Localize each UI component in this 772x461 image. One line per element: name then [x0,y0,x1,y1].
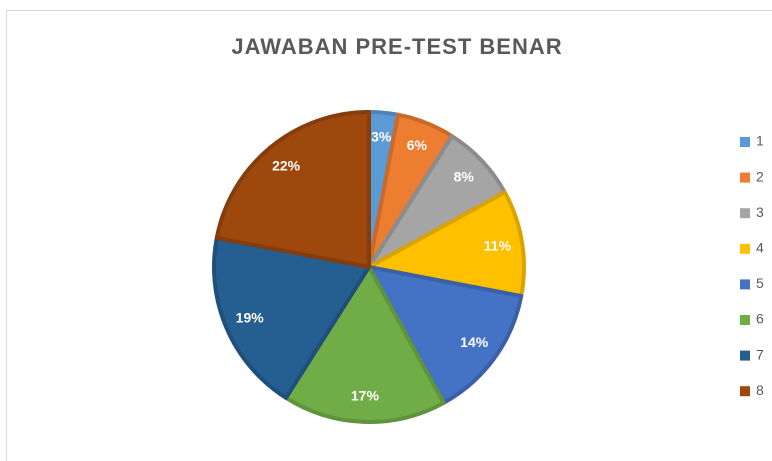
legend-label: 4 [756,240,764,256]
legend-swatch [740,172,750,183]
chart-title: JAWABAN PRE-TEST BENAR [231,34,562,59]
pie-slice [283,265,446,424]
legend-label: 1 [756,133,764,149]
data-label: 19% [236,309,265,325]
legend-swatch [740,350,750,361]
data-label: 22% [272,158,301,174]
legend-swatch [740,279,750,290]
data-label: 6% [407,137,428,153]
legend-label: 5 [756,275,764,291]
data-label: 8% [454,169,475,185]
legend-swatch [740,315,750,325]
pie-slice [212,235,371,400]
legend-swatch [740,208,750,219]
legend-swatch [740,386,750,397]
pie-slice [367,190,526,299]
legend-swatch [740,137,750,147]
data-label: 14% [460,334,489,350]
data-label: 17% [351,388,380,404]
pie-slice [214,110,371,269]
pie-slice [367,265,524,405]
legend-label: 8 [756,382,764,398]
legend-label: 6 [756,311,764,327]
legend-label: 3 [756,204,764,220]
data-label: 11% [484,237,512,253]
legend-swatch [740,243,750,254]
data-label: 3% [371,128,392,144]
legend-label: 2 [756,168,764,184]
legend-label: 7 [756,346,764,362]
